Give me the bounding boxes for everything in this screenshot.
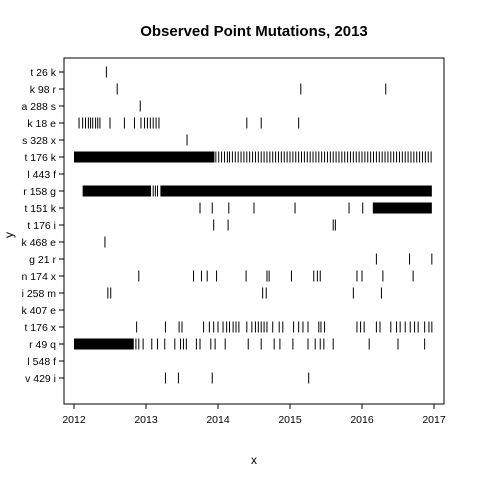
- x-axis: 2012 2013 2014 2015 2016 2017: [62, 404, 446, 426]
- y-tick-label: v 429 i: [25, 373, 56, 385]
- chart-title: Observed Point Mutations, 2013: [140, 23, 368, 40]
- plot-frame: [63, 57, 445, 405]
- x-tick-label: 2017: [422, 414, 446, 426]
- y-tick-label: k 98 r: [30, 84, 57, 96]
- y-tick-label: k 407 e: [22, 305, 57, 317]
- event-marks: [74, 66, 433, 384]
- y-tick-label: n 174 x: [22, 271, 57, 283]
- x-tick-label: 2013: [134, 414, 158, 426]
- y-tick-label: r 158 g: [23, 186, 56, 198]
- y-axis-label: y: [2, 232, 16, 238]
- x-tick-label: 2012: [62, 414, 86, 426]
- event-dense-block: [74, 338, 134, 350]
- y-tick-label: i 258 m: [22, 288, 57, 300]
- y-tick-label: l 443 f: [27, 169, 56, 181]
- y-tick-label: g 21 r: [29, 254, 56, 266]
- y-tick-label: k 468 e: [22, 237, 57, 249]
- y-tick-label: t 26 k: [30, 67, 56, 79]
- x-tick-label: 2014: [206, 414, 230, 426]
- x-axis-label: x: [251, 453, 257, 467]
- event-dense-block: [160, 185, 432, 197]
- y-tick-label: t 176 x: [24, 322, 56, 334]
- y-tick-label: k 18 e: [27, 118, 56, 130]
- x-tick-label: 2015: [278, 414, 302, 426]
- y-tick-label: a 288 s: [22, 101, 56, 113]
- y-tick-label: t 151 k: [24, 203, 56, 215]
- y-tick-label: s 328 x: [22, 135, 57, 147]
- y-tick-label: l 548 f: [27, 356, 56, 368]
- x-tick-label: 2016: [350, 414, 374, 426]
- y-tick-label: t 176 k: [24, 152, 56, 164]
- event-dense-block: [74, 151, 215, 163]
- y-tick-label: t 176 i: [27, 220, 56, 232]
- y-tick-label: r 49 q: [29, 339, 56, 351]
- y-axis: t 26 k k 98 r a 288 s k 18 e s 328 x t 176 k l…: [22, 67, 64, 385]
- event-dense-block: [372, 202, 432, 214]
- event-dense-block: [82, 185, 152, 197]
